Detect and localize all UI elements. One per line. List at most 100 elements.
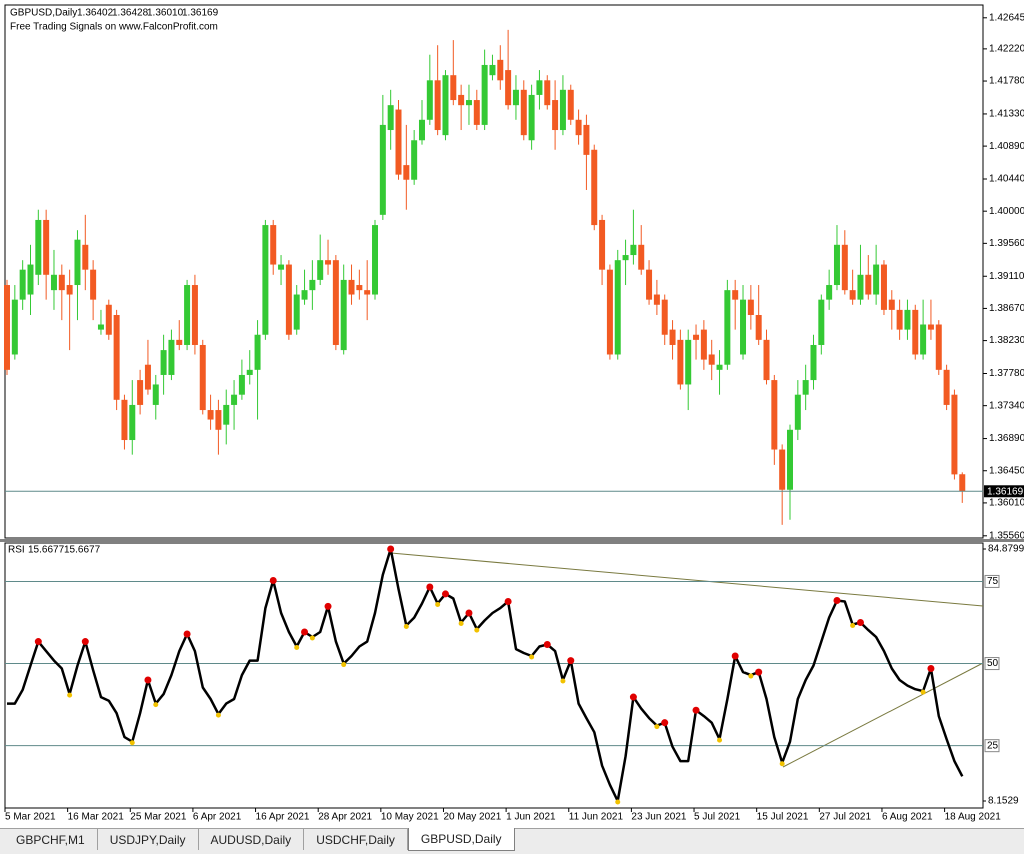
candle-body bbox=[11, 299, 18, 355]
candle-body bbox=[458, 94, 465, 106]
candle-body bbox=[58, 274, 65, 291]
chart: GBPUSD,Daily 1.36402 1.36428 1.36010 1.3… bbox=[0, 4, 1024, 823]
peak-marker bbox=[183, 630, 191, 638]
candle-body bbox=[622, 255, 629, 261]
chart-tab[interactable]: AUDUSD,Daily bbox=[199, 829, 305, 850]
candle-body bbox=[473, 100, 480, 125]
candle-body bbox=[121, 399, 128, 441]
y-tick-label: 1.41780 bbox=[989, 76, 1024, 87]
candle-body bbox=[50, 274, 57, 291]
candle-body bbox=[223, 404, 230, 425]
candle-body bbox=[794, 394, 801, 430]
price-box bbox=[984, 485, 1024, 498]
candle-body bbox=[97, 324, 104, 330]
candle-body bbox=[912, 309, 919, 355]
y-tick-label: 1.38230 bbox=[989, 335, 1024, 346]
peak-marker bbox=[731, 652, 739, 660]
candle-body bbox=[348, 279, 355, 295]
chart-tab[interactable]: USDCHF,Daily bbox=[304, 829, 408, 850]
candle-body bbox=[528, 94, 535, 141]
tab-bar: GBPCHF,M1 USDJPY,Daily AUDUSD,Daily USDCHF,… bbox=[0, 828, 1024, 854]
peak-marker bbox=[426, 583, 434, 591]
peak-marker bbox=[269, 576, 277, 584]
candle-body bbox=[740, 299, 747, 355]
y-tick-label: 8.1529 bbox=[988, 796, 1019, 807]
candle-body bbox=[841, 244, 848, 291]
candle-body bbox=[920, 324, 927, 355]
candle-body bbox=[755, 315, 762, 340]
trough-marker bbox=[717, 737, 723, 743]
candle-body bbox=[661, 299, 668, 335]
candle-body bbox=[231, 394, 238, 405]
chart-subtitle: Free Trading Signals on www.FalconProfit… bbox=[10, 22, 218, 33]
level-box bbox=[984, 574, 1000, 588]
x-tick-label: 23 Jun 2021 bbox=[631, 812, 686, 823]
chart-tab[interactable]: GBPCHF,M1 bbox=[4, 829, 98, 850]
candle-body bbox=[818, 299, 825, 345]
close-label: 1.36169 bbox=[182, 8, 219, 19]
peak-marker bbox=[755, 668, 763, 676]
y-tick-label: 1.42645 bbox=[989, 12, 1024, 23]
high-label: 1.36428 bbox=[112, 8, 149, 19]
trough-marker bbox=[654, 724, 660, 730]
x-tick-label: 11 Jun 2021 bbox=[569, 812, 624, 823]
peak-marker bbox=[504, 597, 512, 605]
peak-marker bbox=[441, 590, 449, 598]
candle-body bbox=[317, 260, 324, 280]
trough-marker bbox=[529, 654, 535, 660]
peak-marker bbox=[543, 641, 551, 649]
candle-body bbox=[559, 89, 566, 131]
candle-body bbox=[301, 290, 308, 300]
rsi-line bbox=[7, 547, 964, 803]
y-tick-label: 1.35560 bbox=[989, 530, 1024, 541]
candle-body bbox=[450, 75, 457, 101]
x-tick-label: 20 May 2021 bbox=[443, 812, 501, 823]
level-label: 50 bbox=[987, 658, 999, 669]
candle-body bbox=[716, 364, 723, 370]
trough-marker bbox=[458, 621, 464, 627]
candle-body bbox=[505, 70, 512, 106]
candle-body bbox=[152, 384, 159, 405]
candle-body bbox=[215, 410, 222, 430]
candle-body bbox=[19, 269, 26, 300]
peak-marker bbox=[324, 602, 332, 610]
peak-marker bbox=[301, 628, 309, 636]
candle-body bbox=[411, 140, 418, 180]
y-tick-label: 1.36010 bbox=[989, 498, 1024, 509]
candle-body bbox=[332, 260, 339, 345]
chart-tab[interactable]: GBPUSD,Daily bbox=[407, 828, 515, 851]
candle-body bbox=[278, 264, 285, 270]
candle-body bbox=[364, 290, 371, 295]
candle-body bbox=[489, 64, 496, 76]
trend-line bbox=[390, 552, 984, 607]
candle-body bbox=[82, 244, 89, 270]
trend-line bbox=[782, 662, 984, 768]
candle-body bbox=[638, 244, 645, 270]
candle-body bbox=[137, 380, 144, 405]
candle-body bbox=[43, 219, 50, 275]
candle-body bbox=[927, 324, 934, 330]
x-tick-label: 25 Mar 2021 bbox=[130, 812, 187, 823]
candle-body bbox=[497, 59, 504, 81]
x-tick-label: 15 Jul 2021 bbox=[757, 812, 809, 823]
candle-body bbox=[732, 290, 739, 300]
candle-body bbox=[144, 364, 151, 390]
peak-marker bbox=[856, 619, 864, 627]
trough-marker bbox=[474, 627, 480, 633]
candle-body bbox=[356, 285, 363, 291]
peak-marker bbox=[833, 596, 841, 604]
candle-body bbox=[614, 260, 621, 355]
y-tick-label: 1.40440 bbox=[989, 174, 1024, 185]
candle-body bbox=[379, 124, 386, 215]
chart-title: GBPUSD,Daily bbox=[10, 8, 77, 19]
candle-body bbox=[254, 334, 261, 370]
candle-body bbox=[403, 165, 410, 180]
candle-body bbox=[810, 344, 817, 381]
candle-body bbox=[246, 369, 253, 375]
x-tick-label: 27 Jul 2021 bbox=[819, 812, 871, 823]
candle-body bbox=[771, 380, 778, 450]
candle-body bbox=[387, 105, 394, 131]
chart-tab[interactable]: USDJPY,Daily bbox=[98, 829, 199, 850]
x-tick-label: 6 Aug 2021 bbox=[882, 812, 933, 823]
